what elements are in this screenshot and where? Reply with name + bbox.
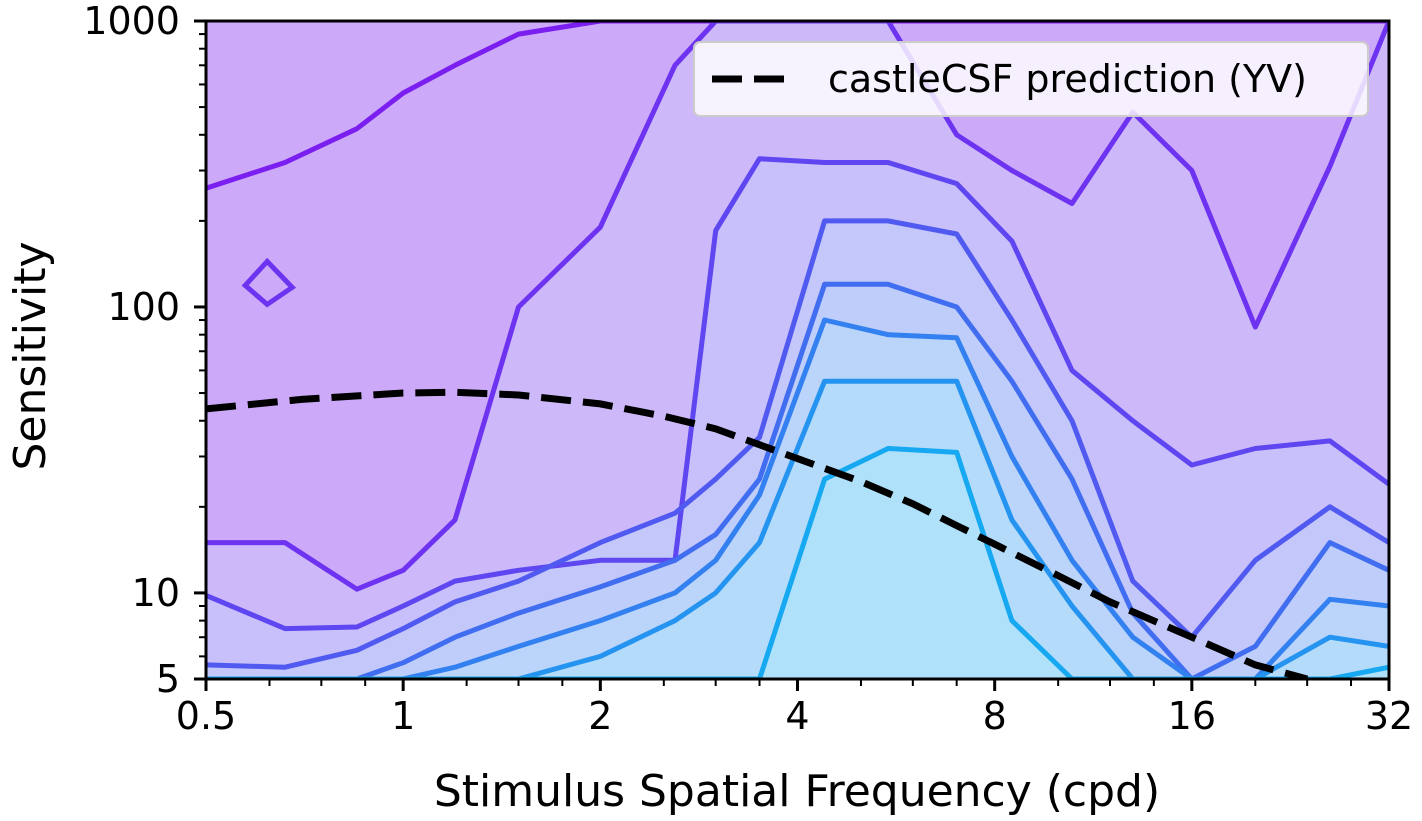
y-tick-label: 1000 [83, 0, 180, 43]
x-tick-label: 0.5 [176, 694, 236, 738]
contour-band-6 [206, 381, 1389, 679]
contour-line-7 [206, 378, 1389, 679]
contour-line-2 [206, 21, 1389, 592]
x-tick-label: 8 [983, 694, 1007, 738]
contour-line-8 [206, 446, 1389, 679]
x-tick-label: 32 [1365, 694, 1413, 738]
x-tick-label: 1 [391, 694, 415, 738]
x-axis-label: Stimulus Spatial Frequency (cpd) [434, 766, 1160, 817]
contour-line-1 [206, 21, 1389, 191]
y-axis-label: Sensitivity [5, 241, 56, 470]
castlecsf-prediction-line [206, 388, 1309, 679]
contour-lines [206, 21, 1389, 679]
y-tick-label: 5 [156, 657, 180, 701]
y-axis-ticks: 5 10 100 1000 [83, 0, 206, 701]
contour-line-3 [206, 156, 1389, 632]
y-tick-label: 10 [132, 571, 180, 615]
legend: castleCSF prediction (YV) [693, 41, 1369, 117]
contour-extras [241, 257, 297, 308]
legend-box [693, 41, 1369, 117]
legend-label: castleCSF prediction (YV) [828, 57, 1307, 101]
contour-island [241, 257, 297, 308]
x-axis-ticks: 0.5 1 2 4 8 16 32 [176, 679, 1413, 738]
y-tick-label: 100 [107, 285, 180, 329]
contour-line-5 [206, 281, 1389, 679]
x-tick-label: 16 [1168, 694, 1216, 738]
x-tick-label: 4 [785, 694, 809, 738]
x-tick-label: 2 [588, 694, 612, 738]
contour-line-4 [206, 218, 1389, 670]
